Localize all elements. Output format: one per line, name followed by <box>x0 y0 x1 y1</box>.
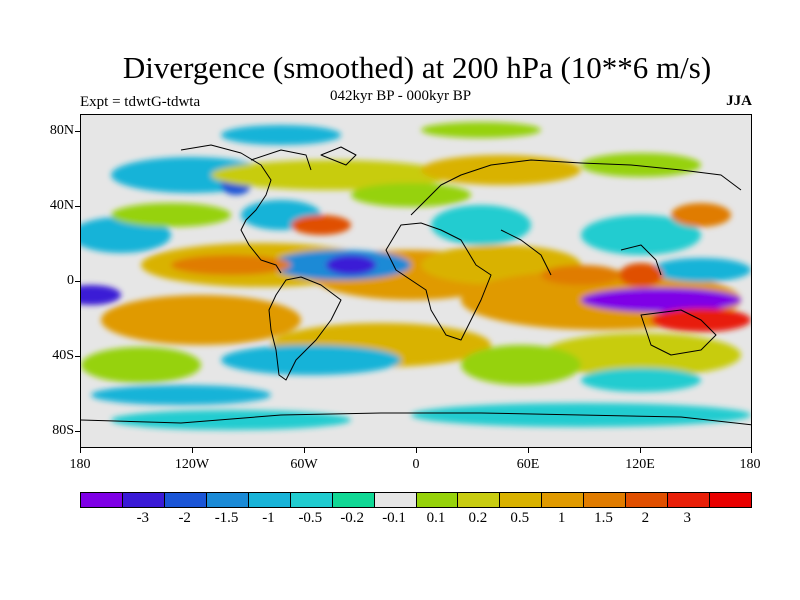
colorbar-cell <box>542 493 585 507</box>
x-tickmark <box>528 448 529 453</box>
colorbar-cell <box>500 493 543 507</box>
x-tick-label: 120E <box>625 457 655 472</box>
colorbar-label: 2 <box>641 510 650 526</box>
y-tick-label: 40N <box>49 198 74 213</box>
y-tick-label: 80N <box>49 123 74 138</box>
colorbar-cell <box>668 493 711 507</box>
y-tickmark <box>75 131 80 132</box>
colorbar-label: 0.1 <box>426 510 446 526</box>
y-tickmark <box>75 356 80 357</box>
y-tick-label: 0 <box>67 273 74 288</box>
colorbar-label: -2 <box>178 510 191 526</box>
colorbar-cell <box>374 493 417 507</box>
coastlines <box>81 144 751 426</box>
colorbar-label: 0.5 <box>510 510 530 526</box>
colorbar <box>80 492 752 508</box>
colorbar-label: -0.1 <box>382 510 406 526</box>
colorbar-cell <box>626 493 669 507</box>
colorbar-cell <box>206 493 249 507</box>
colorbar-label: -0.2 <box>340 510 365 526</box>
colorbar-cell <box>332 493 375 507</box>
colorbar-cell <box>122 493 165 507</box>
figure-subtitle: 042kyr BP - 000kyr BP <box>330 88 472 104</box>
colorbar-cell <box>164 493 207 507</box>
x-tick-label: 60E <box>516 457 540 472</box>
colorbar-label: -0.5 <box>298 510 323 526</box>
figure-title: Divergence (smoothed) at 200 hPa (10**6 … <box>122 50 712 85</box>
colorbar-label: 1.5 <box>594 510 613 526</box>
colorbar-label: 0.2 <box>468 510 488 526</box>
x-tick-label: 180 <box>69 457 91 472</box>
experiment-label: Expt = tdwtG-tdwta <box>80 94 201 110</box>
colorbar-label: -1.5 <box>214 510 239 526</box>
y-tick-label: 80S <box>52 423 74 438</box>
colorbar-cell <box>416 493 459 507</box>
x-tick-label: 120W <box>174 457 210 472</box>
x-tick-label: 60W <box>290 457 318 472</box>
colorbar-cell <box>584 493 627 507</box>
x-tick-label: 180 <box>739 457 761 472</box>
x-tickmark <box>192 448 193 453</box>
colorbar-cell <box>458 493 501 507</box>
colorbar-label: -3 <box>136 510 150 526</box>
map-field <box>81 122 751 430</box>
colorbar-label: -1 <box>262 510 275 526</box>
colorbar-label: 3 <box>683 510 691 526</box>
colorbar-cell <box>248 493 291 507</box>
divergence-map <box>80 114 752 448</box>
x-tickmark <box>304 448 305 453</box>
x-tickmark <box>751 448 752 453</box>
colorbar-cell <box>81 493 123 507</box>
x-tick-label: 0 <box>412 457 420 472</box>
colorbar-cell <box>290 493 333 507</box>
y-tickmark <box>75 431 80 432</box>
x-tickmark <box>640 448 641 453</box>
season-label: JJA <box>726 93 752 109</box>
x-tickmark <box>80 448 81 453</box>
colorbar-label: 1 <box>557 510 566 526</box>
x-tickmark <box>416 448 417 453</box>
colorbar-cell <box>710 493 751 507</box>
divergence-field <box>81 122 751 430</box>
y-tick-label: 40S <box>52 348 74 363</box>
y-tickmark <box>75 206 80 207</box>
y-tickmark <box>75 281 80 282</box>
